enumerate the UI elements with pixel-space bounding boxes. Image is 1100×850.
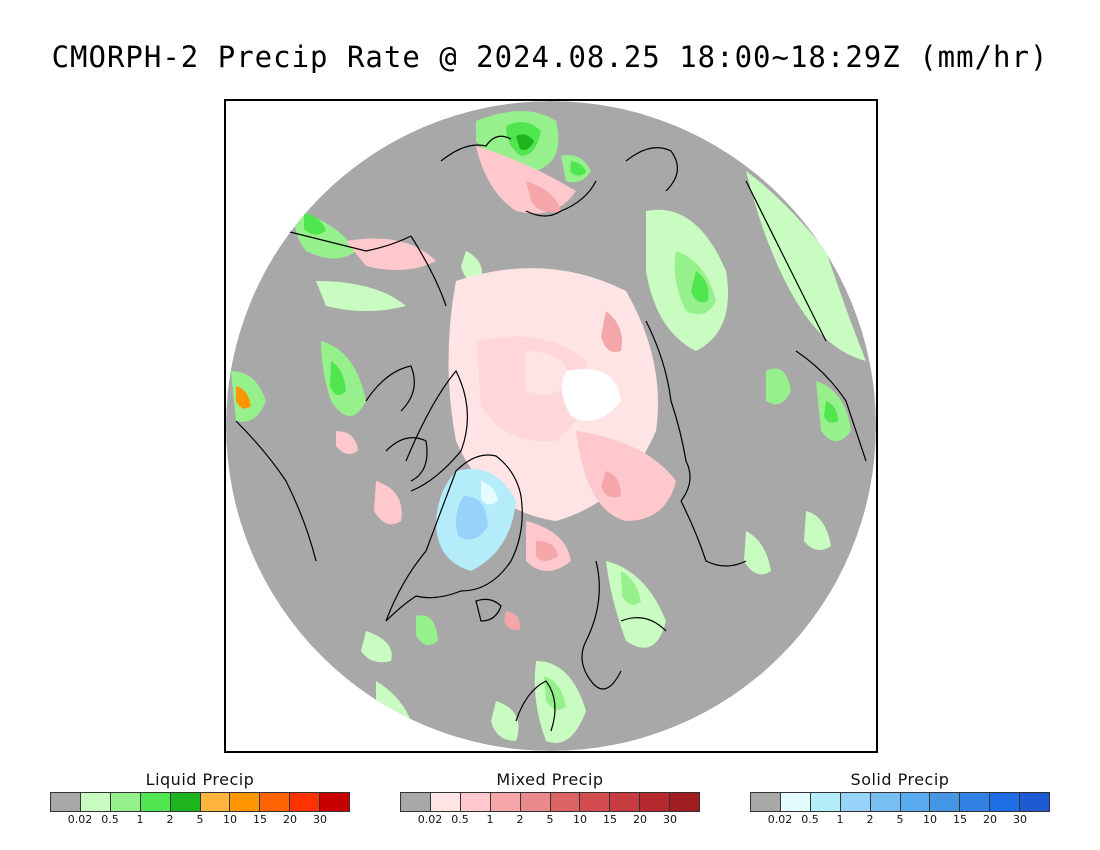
tick-label: 5: [196, 813, 204, 826]
color-swatch: [80, 793, 111, 811]
tick-labels: 0.02 0.5 1 2 5 10 15 20 30: [50, 812, 350, 826]
color-swatch: [900, 793, 931, 811]
tick-label: 10: [223, 813, 237, 826]
solid-precip-areas: [436, 469, 516, 571]
color-swatch: [460, 793, 491, 811]
color-swatch: [960, 793, 991, 811]
tick-label: 20: [633, 813, 647, 826]
color-swatch: [990, 793, 1021, 811]
color-swatch: [260, 793, 291, 811]
tick-label: 0.5: [101, 813, 119, 826]
tick-label: 15: [603, 813, 617, 826]
tick-label: 5: [546, 813, 554, 826]
tick-label: 2: [866, 813, 874, 826]
tick-label: 20: [283, 813, 297, 826]
color-swatch: [640, 793, 671, 811]
color-scale: [750, 792, 1050, 812]
color-swatch: [610, 793, 641, 811]
tick-label: 0.02: [67, 813, 93, 826]
legend-solid-precip: Solid Precip 0.02 0.5 1 2 5 10 15 20 30: [750, 770, 1050, 826]
color-swatch: [170, 793, 201, 811]
tick-label: 2: [516, 813, 524, 826]
tick-label: 0.02: [767, 813, 793, 826]
legend-title: Mixed Precip: [496, 770, 604, 789]
color-swatch: [290, 793, 321, 811]
color-swatch: [810, 793, 841, 811]
mixed-precip-areas: [336, 146, 676, 630]
tick-label: 10: [923, 813, 937, 826]
color-swatch: [430, 793, 461, 811]
color-swatch: [780, 793, 811, 811]
map-title: CMORPH-2 Precip Rate @ 2024.08.25 18:00~…: [51, 40, 1049, 74]
tick-label: 2: [166, 813, 174, 826]
color-swatch: [1020, 793, 1050, 811]
color-swatch: [320, 793, 350, 811]
color-swatch: [930, 793, 961, 811]
tick-label: 30: [663, 813, 677, 826]
legend-liquid-precip: Liquid Precip 0.02 0.5 1 2 5 10 15 20 30: [50, 770, 350, 826]
color-swatch: [490, 793, 521, 811]
tick-label: 30: [313, 813, 327, 826]
color-swatch: [230, 793, 261, 811]
color-swatch: [840, 793, 871, 811]
color-swatch: [200, 793, 231, 811]
color-swatch: [751, 793, 781, 811]
tick-label: 0.5: [801, 813, 819, 826]
color-swatch: [580, 793, 611, 811]
color-swatch: [550, 793, 581, 811]
tick-label: 1: [486, 813, 494, 826]
color-swatch: [670, 793, 700, 811]
liquid-precip-areas: [231, 111, 866, 743]
polar-map-frame: [224, 99, 878, 753]
legend-mixed-precip: Mixed Precip 0.02 0.5 1 2 5 10 15 20 30: [400, 770, 700, 826]
tick-label: 15: [253, 813, 267, 826]
tick-label: 20: [983, 813, 997, 826]
color-swatch: [401, 793, 431, 811]
tick-label: 10: [573, 813, 587, 826]
color-scale: [50, 792, 350, 812]
color-swatch: [520, 793, 551, 811]
tick-label: 15: [953, 813, 967, 826]
tick-label: 0.5: [451, 813, 469, 826]
tick-labels: 0.02 0.5 1 2 5 10 15 20 30: [400, 812, 700, 826]
color-scale: [400, 792, 700, 812]
tick-label: 0.02: [417, 813, 443, 826]
tick-label: 30: [1013, 813, 1027, 826]
legend-title: Solid Precip: [850, 770, 950, 789]
tick-label: 5: [896, 813, 904, 826]
legend-title: Liquid Precip: [145, 770, 255, 789]
coastlines: [235, 135, 867, 732]
tick-label: 1: [836, 813, 844, 826]
color-swatch: [870, 793, 901, 811]
polar-precip-map: [226, 101, 876, 751]
tick-labels: 0.02 0.5 1 2 5 10 15 20 30: [750, 812, 1050, 826]
tick-label: 1: [136, 813, 144, 826]
color-swatch: [140, 793, 171, 811]
color-swatch: [51, 793, 81, 811]
color-swatch: [110, 793, 141, 811]
